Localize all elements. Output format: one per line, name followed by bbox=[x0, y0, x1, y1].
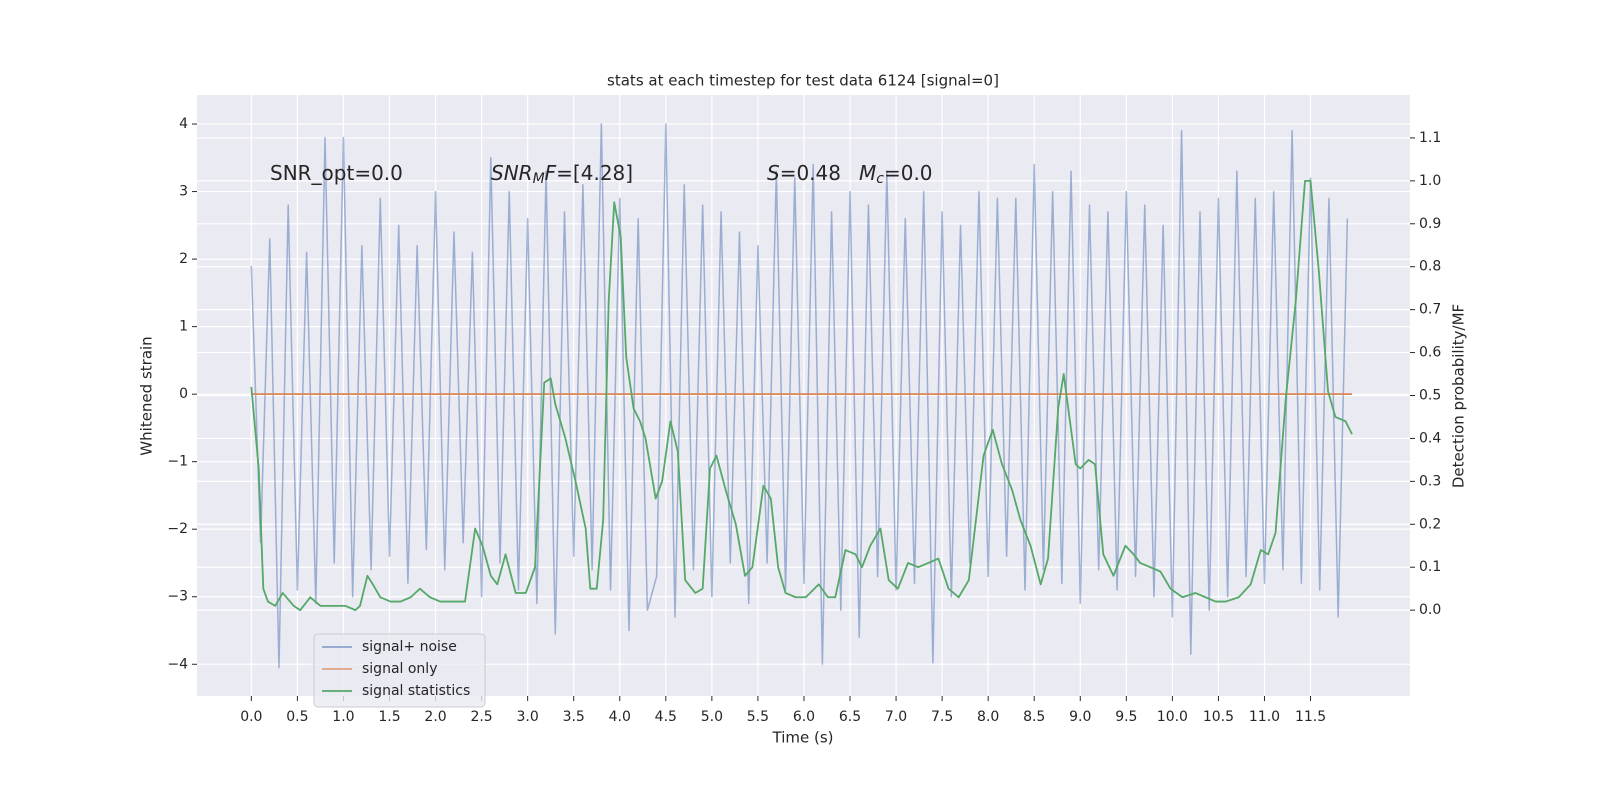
x-tick-label: 3.5 bbox=[563, 709, 585, 725]
x-tick-label: 6.5 bbox=[839, 709, 861, 725]
x-tick-label: 7.5 bbox=[931, 709, 953, 725]
y-tick-label: 1 bbox=[179, 319, 188, 335]
y-tick-label: 3 bbox=[179, 184, 188, 200]
y-tick-label: 2 bbox=[179, 251, 188, 267]
legend-label: signal statistics bbox=[362, 683, 470, 699]
y2-tick-label: 0.4 bbox=[1419, 430, 1441, 446]
y2-tick-label: 0.6 bbox=[1419, 345, 1441, 361]
chart-title: stats at each timestep for test data 612… bbox=[607, 72, 999, 90]
x-tick-label: 0.0 bbox=[240, 709, 262, 725]
y2-tick-label: 1.1 bbox=[1419, 130, 1441, 146]
y2-tick-label: 0.2 bbox=[1419, 516, 1441, 532]
x-tick-label: 6.0 bbox=[793, 709, 815, 725]
x-tick-label: 9.0 bbox=[1069, 709, 1091, 725]
y-tick-label: 4 bbox=[179, 116, 188, 132]
annotation-part: c bbox=[876, 171, 884, 187]
y2-tick-label: 1.0 bbox=[1419, 173, 1441, 189]
annotation-part: M bbox=[533, 171, 545, 187]
y-tick-label: −3 bbox=[167, 589, 188, 605]
y-tick-label: 0 bbox=[179, 386, 188, 402]
annotation-part: =0.0 bbox=[884, 161, 933, 185]
annotation-part: =[4.28] bbox=[556, 161, 633, 185]
series-line bbox=[250, 179, 1353, 612]
y-axis-label: Whitened strain bbox=[138, 336, 156, 455]
x-tick-label: 7.0 bbox=[885, 709, 907, 725]
legend-frame bbox=[313, 633, 486, 708]
annotation-part: M bbox=[859, 161, 876, 185]
x-tick-label: 5.0 bbox=[701, 709, 723, 725]
annotation: Mc=0.0 bbox=[859, 161, 933, 188]
x-tick-label: 5.5 bbox=[747, 709, 769, 725]
y2-tick-label: 0.1 bbox=[1419, 559, 1441, 575]
x-tick-label: 1.5 bbox=[378, 709, 400, 725]
x-tick-label: 11.5 bbox=[1295, 709, 1326, 725]
annotation: SNRMF=[4.28] bbox=[491, 161, 633, 188]
annotation-part: =0.48 bbox=[780, 161, 841, 185]
y-tick-label: −4 bbox=[167, 656, 188, 672]
y2-axis-label: Detection probability/MF bbox=[1450, 304, 1468, 488]
y2-tick-label: 0.3 bbox=[1419, 473, 1441, 489]
legend-label: signal only bbox=[362, 661, 437, 677]
x-tick-label: 2.5 bbox=[470, 709, 492, 725]
x-tick-label: 9.5 bbox=[1115, 709, 1137, 725]
x-tick-label: 10.5 bbox=[1203, 709, 1234, 725]
series-line bbox=[250, 123, 1349, 669]
x-tick-label: 4.0 bbox=[609, 709, 631, 725]
x-tick-label: 10.0 bbox=[1157, 709, 1188, 725]
annotation: S=0.48 bbox=[767, 161, 841, 185]
annotation: SNR_opt=0.0 bbox=[270, 161, 403, 185]
x-tick-label: 3.0 bbox=[517, 709, 539, 725]
x-tick-label: 8.0 bbox=[977, 709, 999, 725]
x-tick-label: 8.5 bbox=[1023, 709, 1045, 725]
y2-tick-label: 0.0 bbox=[1419, 602, 1441, 618]
y2-tick-label: 0.5 bbox=[1419, 388, 1441, 404]
annotation-part: F bbox=[545, 161, 557, 185]
y2-tick-label: 0.9 bbox=[1419, 216, 1441, 232]
x-tick-label: 1.0 bbox=[332, 709, 354, 725]
y-tick-label: −1 bbox=[167, 454, 188, 470]
annotation-part: SNR_opt=0.0 bbox=[270, 161, 403, 185]
x-tick-label: 0.5 bbox=[286, 709, 308, 725]
x-tick-label: 2.0 bbox=[424, 709, 446, 725]
x-tick-label: 4.5 bbox=[655, 709, 677, 725]
y-tick-label: −2 bbox=[167, 521, 188, 537]
legend-label: signal+ noise bbox=[362, 639, 457, 655]
x-tick-label: 11.0 bbox=[1249, 709, 1280, 725]
annotation-part: SNR bbox=[491, 161, 533, 185]
y2-tick-label: 0.8 bbox=[1419, 259, 1441, 275]
y2-tick-label: 0.7 bbox=[1419, 302, 1441, 318]
annotation-part: S bbox=[767, 161, 780, 185]
x-axis-label: Time (s) bbox=[772, 729, 834, 747]
